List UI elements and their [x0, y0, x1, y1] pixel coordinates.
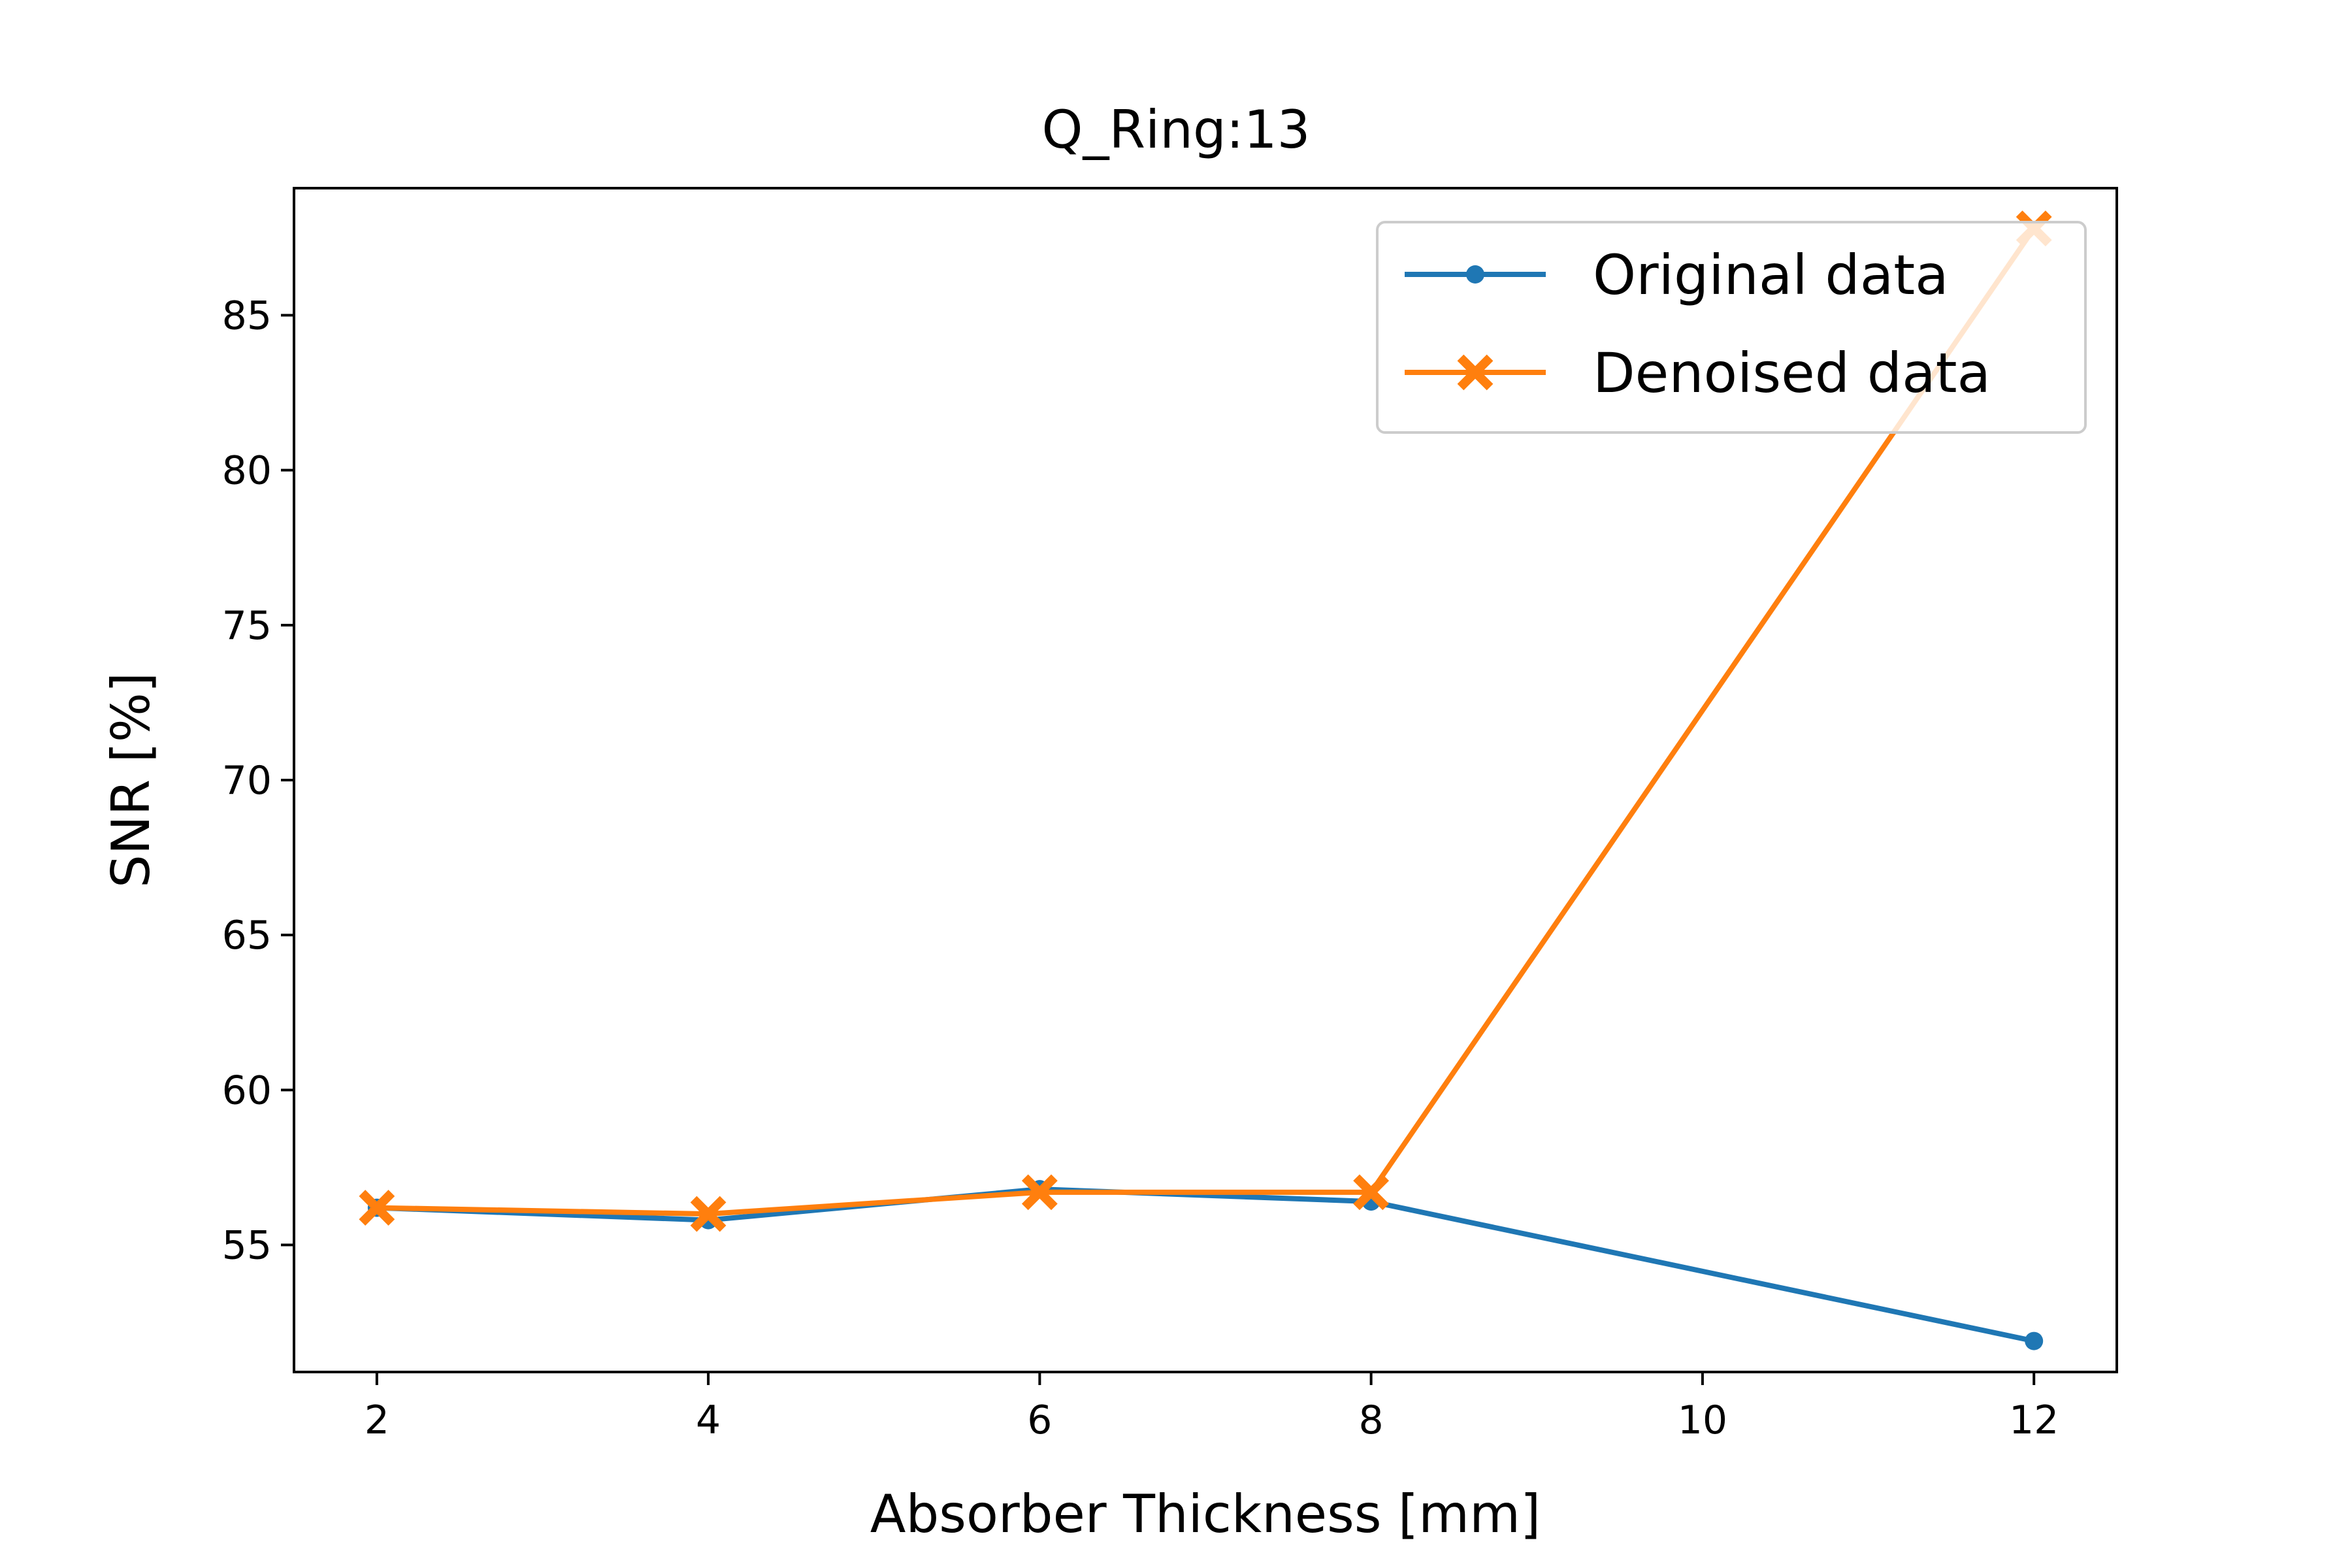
legend-label: Denoised data [1593, 341, 1991, 405]
x-tick-label: 6 [1027, 1397, 1052, 1443]
y-tick-label: 65 [222, 913, 272, 958]
chart-title: Q_Ring:13 [1041, 99, 1310, 160]
legend-entry: Original data [1405, 243, 1949, 307]
data-point [1021, 1174, 1058, 1211]
legend: Original data Denoised data [1376, 221, 2087, 434]
y-axis: 55 60 65 70 75 80 85 [222, 293, 294, 1269]
plot-area [359, 210, 2052, 1350]
data-point [690, 1196, 727, 1232]
x-tick-label: 10 [1678, 1397, 1727, 1443]
x-tick-label: 8 [1359, 1397, 1384, 1443]
legend-entry: Denoised data [1405, 341, 1991, 405]
legend-label: Original data [1593, 243, 1949, 307]
y-tick-label: 60 [222, 1068, 272, 1113]
y-axis-label: SNR [%] [101, 672, 161, 888]
legend-marker [1457, 354, 1494, 391]
y-tick-label: 70 [222, 758, 272, 804]
x-axis-label: Absorber Thickness [mm] [870, 1484, 1541, 1544]
data-point [1353, 1174, 1390, 1211]
legend-marker [1466, 265, 1484, 284]
y-tick-label: 85 [222, 293, 272, 338]
y-tick-label: 80 [222, 448, 272, 494]
x-tick-label: 2 [365, 1397, 389, 1443]
series-denoised-data [359, 210, 2052, 1232]
y-tick-label: 55 [222, 1223, 272, 1269]
x-tick-label: 12 [2009, 1397, 2059, 1443]
x-axis: 2 4 6 8 10 12 [365, 1372, 2059, 1443]
y-tick-label: 75 [222, 603, 272, 649]
legend-box [1376, 221, 2087, 434]
x-tick-label: 4 [696, 1397, 721, 1443]
data-point [359, 1190, 395, 1226]
data-point [2025, 1331, 2044, 1350]
